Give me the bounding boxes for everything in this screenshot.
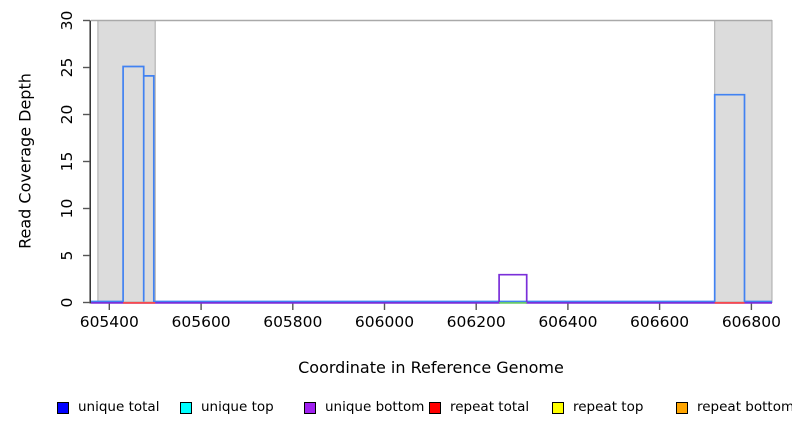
repeat-region-left [97,20,156,303]
y-tick-label: 30 [58,11,76,31]
x-tick-label: 605600 [172,313,231,331]
x-tick-label: 605800 [263,313,322,331]
y-tick-label: 0 [58,298,76,308]
x-tick-label: 606200 [447,313,506,331]
x-axis-title: Coordinate in Reference Genome [298,358,564,377]
y-axis-title: Read Coverage Depth [15,73,35,249]
y-tick-label: 15 [58,152,76,172]
y-tick-label: 25 [58,58,76,78]
unique-bottom-line [91,273,772,304]
x-tick-label: 606000 [355,313,414,331]
y-tick-label: 10 [58,199,76,219]
x-tick-label: 606400 [538,313,597,331]
y-tick-label: 20 [58,105,76,125]
repeat-region-right [714,20,773,303]
unique-total-line [91,65,772,303]
x-tick-label: 606800 [722,313,781,331]
x-tick-label: 605400 [80,313,139,331]
y-tick-label: 5 [58,251,76,261]
x-tick-label: 606600 [630,313,689,331]
